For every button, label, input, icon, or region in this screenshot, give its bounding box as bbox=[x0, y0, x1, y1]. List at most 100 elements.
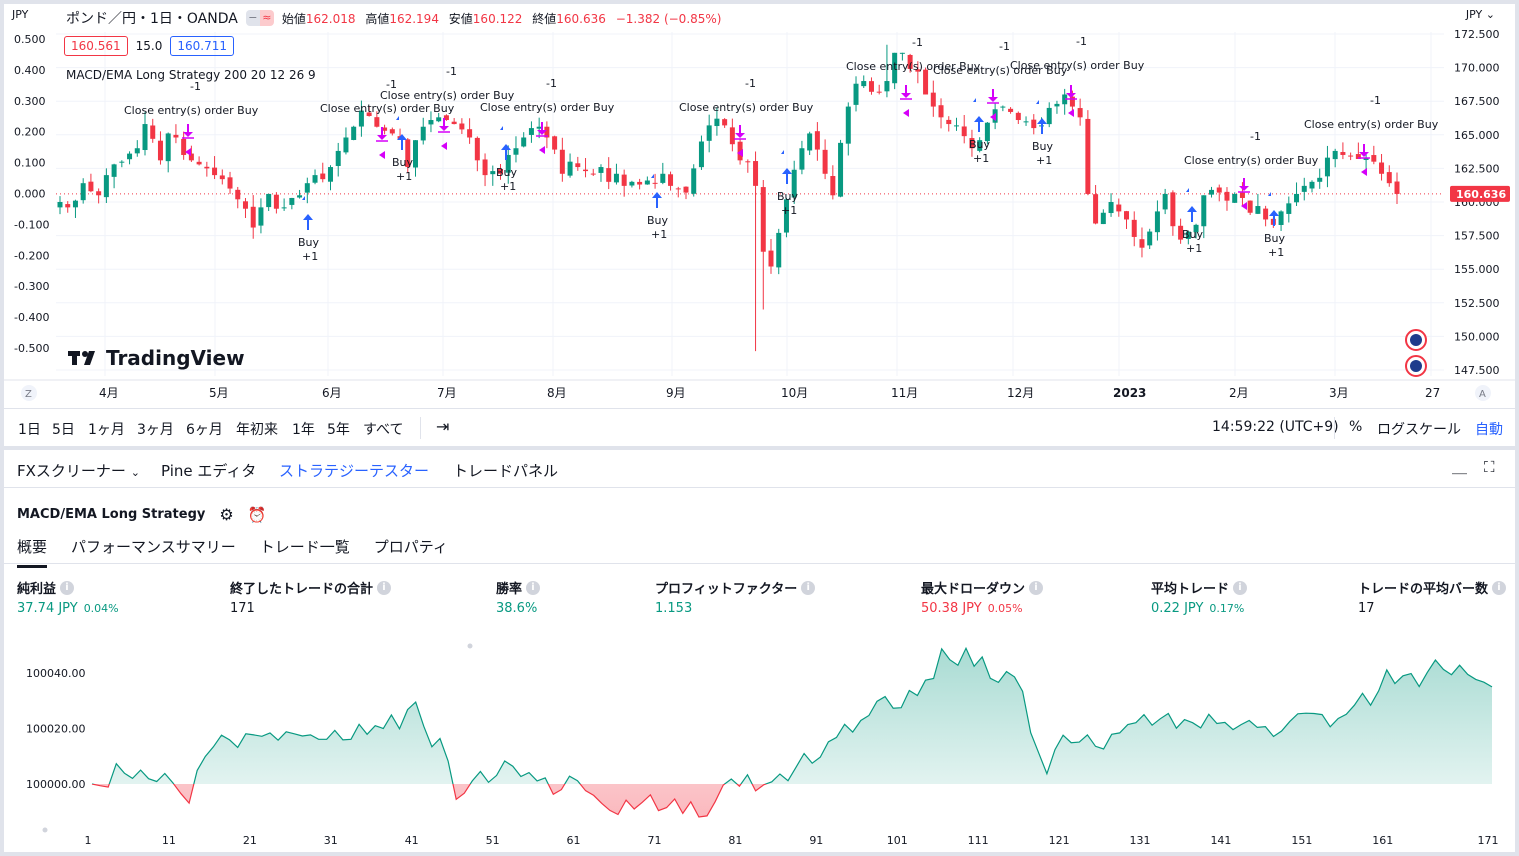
subtab-performance-summary[interactable]: パフォーマンスサマリー bbox=[71, 538, 236, 556]
buy-price-button[interactable]: 160.711 bbox=[170, 36, 234, 56]
tab-strategy-tester[interactable]: ストラテジーテスター bbox=[279, 462, 430, 480]
equity-x-label: 101 bbox=[887, 834, 908, 847]
auto-button[interactable] bbox=[1475, 385, 1491, 401]
clock-timezone[interactable]: 14:59:22 (UTC+9) bbox=[1212, 419, 1339, 435]
minus-icon[interactable]: − bbox=[245, 10, 260, 26]
range-5d[interactable]: 5日 bbox=[52, 422, 75, 438]
candle bbox=[1317, 177, 1323, 182]
subtab-trade-list[interactable]: トレード一覧 bbox=[259, 538, 350, 556]
strategy-header: MACD/EMA Long Strategy ⚙ ⏰ bbox=[17, 505, 266, 524]
close-order-arrowhead bbox=[901, 93, 911, 98]
settings-gear-icon[interactable]: ⚙ bbox=[219, 505, 234, 524]
approx-icon[interactable]: ≈ bbox=[259, 10, 274, 26]
close-order-tick bbox=[1361, 168, 1367, 176]
maximize-icon[interactable]: ⛶ bbox=[1484, 458, 1495, 476]
close-order-label: Close entry(s) order Buy bbox=[320, 102, 455, 115]
candle bbox=[173, 134, 179, 138]
info-icon[interactable]: i bbox=[526, 580, 541, 595]
candle bbox=[760, 187, 766, 252]
price-axis-label: 155.000 bbox=[1454, 263, 1500, 276]
info-icon[interactable]: i bbox=[801, 580, 816, 595]
equity-x-label: 121 bbox=[1049, 834, 1070, 847]
buy-entry-tick bbox=[1268, 192, 1271, 196]
range-1m[interactable]: 1ヶ月 bbox=[88, 422, 125, 438]
candle bbox=[930, 92, 936, 107]
right-currency-dropdown[interactable]: JPY ⌄ bbox=[1465, 8, 1495, 21]
strategy-tester-panel: FXスクリーナー ⌄ Pine エディタ ストラテジーテスター トレードパネル … bbox=[4, 450, 1515, 852]
buy-arrowhead bbox=[974, 116, 984, 122]
candle bbox=[1239, 192, 1245, 198]
range-3m[interactable]: 3ヶ月 bbox=[137, 422, 174, 438]
candle bbox=[88, 181, 94, 192]
buy-label: Buy bbox=[969, 138, 991, 151]
range-5y[interactable]: 5年 bbox=[327, 422, 350, 438]
candle bbox=[621, 174, 627, 186]
candle bbox=[204, 166, 210, 169]
candle bbox=[1216, 187, 1222, 193]
candle bbox=[1170, 192, 1176, 227]
left-axis-label: -0.300 bbox=[14, 280, 49, 293]
log-scale-toggle[interactable]: ログスケール bbox=[1377, 422, 1461, 438]
candle bbox=[72, 200, 78, 208]
alarm-clock-icon[interactable]: ⏰ bbox=[247, 505, 267, 524]
equity-x-label: 31 bbox=[324, 834, 338, 847]
range-all[interactable]: すべて bbox=[363, 422, 404, 438]
auto-scale-toggle[interactable]: 自動 bbox=[1475, 422, 1503, 438]
calendar-goto-icon[interactable]: ⇥ bbox=[436, 417, 450, 436]
close-order-arrowhead bbox=[377, 135, 387, 140]
subtab-properties[interactable]: プロパティ bbox=[373, 538, 448, 556]
percent-scale-toggle[interactable]: % bbox=[1349, 419, 1363, 435]
candle bbox=[304, 183, 310, 193]
buy-entry-tick bbox=[781, 150, 784, 154]
candle bbox=[1193, 224, 1199, 233]
time-axis-label: 12月 bbox=[1007, 386, 1034, 400]
close-order-label: Close entry(s) order Buy bbox=[1184, 154, 1319, 167]
candle bbox=[822, 149, 828, 174]
tab-pine-editor[interactable]: Pine エディタ bbox=[161, 462, 257, 480]
candle bbox=[389, 129, 395, 134]
candle bbox=[1224, 191, 1230, 201]
range-1d[interactable]: 1日 bbox=[18, 422, 41, 438]
sell-price-button[interactable]: 160.561 bbox=[64, 36, 128, 56]
info-icon[interactable]: i bbox=[1492, 580, 1507, 595]
metric-profit-factor: プロフィットファクター i 1.153 bbox=[655, 578, 816, 616]
buy-entry-tick bbox=[651, 174, 654, 178]
strategy-legend[interactable]: MACD/EMA Long Strategy 200 20 12 26 9 bbox=[66, 68, 316, 82]
price-chart-pane[interactable]: -1 Close entry(s) order Buy -1 Close entry(… bbox=[4, 4, 1515, 408]
candle bbox=[691, 168, 697, 194]
close-order-arrowhead bbox=[1066, 93, 1076, 98]
symbol-title[interactable]: ポンド／円・1日・OANDA bbox=[66, 11, 238, 27]
candle bbox=[242, 201, 248, 209]
candle bbox=[320, 173, 326, 180]
tradingview-logo: TradingView bbox=[68, 346, 245, 370]
tab-fx-screener[interactable]: FXスクリーナー ⌄ bbox=[17, 462, 140, 480]
bottom-tabs: FXスクリーナー ⌄ Pine エディタ ストラテジーテスター トレードパネル … bbox=[4, 450, 1515, 488]
range-ytd[interactable]: 年初来 bbox=[236, 422, 278, 438]
price-axis-label: 157.500 bbox=[1454, 230, 1500, 243]
close-order-arrowhead bbox=[735, 133, 745, 138]
candle bbox=[474, 137, 480, 161]
tab-trading-panel[interactable]: トレードパネル bbox=[453, 462, 559, 480]
subtab-overview[interactable]: 概要 bbox=[17, 536, 48, 568]
candle bbox=[1015, 112, 1021, 121]
legend-toggle[interactable]: − ≈ bbox=[245, 10, 274, 26]
candle bbox=[830, 176, 836, 196]
minimize-icon[interactable]: ＿ bbox=[1452, 458, 1468, 476]
buy-qty-label: +1 bbox=[1036, 154, 1052, 167]
range-1y[interactable]: 1年 bbox=[292, 422, 315, 438]
info-icon[interactable]: i bbox=[60, 580, 75, 595]
candle bbox=[1332, 150, 1338, 160]
range-6m[interactable]: 6ヶ月 bbox=[186, 422, 223, 438]
zoom-button[interactable] bbox=[21, 385, 37, 401]
info-icon[interactable]: i bbox=[1233, 580, 1248, 595]
info-icon[interactable]: i bbox=[1029, 580, 1044, 595]
info-icon[interactable]: i bbox=[377, 580, 392, 595]
equity-x-label: 111 bbox=[968, 834, 989, 847]
candle bbox=[436, 117, 442, 122]
candle bbox=[1348, 155, 1354, 157]
candle bbox=[467, 129, 473, 138]
candle bbox=[660, 173, 666, 183]
candle bbox=[845, 106, 851, 144]
